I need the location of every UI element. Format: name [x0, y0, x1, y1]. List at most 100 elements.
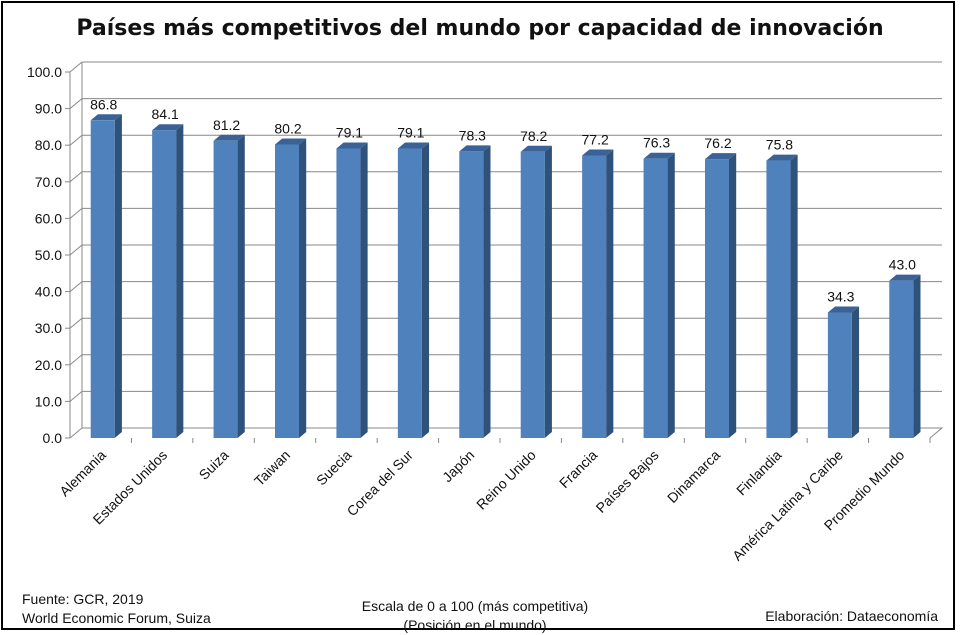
gridline-diag	[69, 244, 83, 256]
data-label: 79.1	[336, 124, 363, 140]
bar-front	[705, 159, 729, 438]
y-tick-label: 70.0	[35, 174, 62, 190]
bar-top	[520, 145, 552, 152]
bar-top	[705, 153, 737, 160]
bar-top	[582, 149, 614, 156]
bar-top	[152, 124, 184, 131]
bar	[705, 153, 737, 438]
bar-front	[459, 151, 484, 438]
x-category-label: Corea del Sur	[344, 447, 417, 520]
data-label: 84.1	[152, 106, 179, 122]
gridline-diag	[69, 354, 83, 366]
bar	[397, 142, 430, 438]
bar	[582, 149, 614, 438]
bar-side	[299, 138, 307, 438]
gridline-diag	[69, 317, 83, 329]
bar-front	[397, 148, 422, 438]
bar-top	[275, 138, 307, 145]
bar-top	[643, 152, 675, 159]
data-label: 76.3	[643, 135, 670, 151]
data-label: 86.8	[90, 96, 117, 112]
bar-front	[213, 140, 238, 439]
bar	[827, 306, 860, 438]
bar-side	[360, 142, 368, 438]
bar-side	[729, 153, 737, 438]
y-tick-label: 90.0	[35, 101, 62, 117]
bar-side	[483, 145, 491, 438]
bar	[152, 124, 184, 438]
bar-front	[275, 144, 299, 438]
gridline-diag	[69, 391, 83, 402]
bar	[213, 134, 245, 439]
bar-front	[90, 120, 115, 438]
bar-front	[152, 130, 177, 438]
bar-side	[606, 149, 614, 438]
bar-top	[459, 145, 491, 152]
x-category-label: Suecia	[313, 447, 355, 489]
data-label: 79.1	[397, 124, 424, 140]
bar	[643, 152, 675, 438]
data-label: 78.2	[520, 128, 547, 144]
bar-side	[667, 152, 675, 438]
data-label: 75.8	[766, 137, 793, 153]
gridline-diag	[69, 208, 83, 219]
bar	[90, 114, 122, 438]
x-category-label: Dinamarca	[664, 447, 723, 506]
x-category-label: Alemania	[56, 447, 109, 500]
y-tick-label: 20.0	[35, 357, 62, 373]
data-label: 80.2	[274, 120, 301, 136]
bar-front	[582, 155, 607, 438]
y-tick-label: 50.0	[35, 247, 62, 263]
bar	[520, 145, 552, 438]
data-label: 76.2	[704, 135, 731, 151]
bar-front	[520, 151, 545, 438]
bar-side	[790, 154, 798, 438]
y-tick-label: 10.0	[35, 393, 62, 409]
x-category-label: Suiza	[196, 447, 232, 483]
floor	[69, 427, 944, 439]
x-category-label: Finlandia	[733, 447, 785, 499]
scale-line-2: (Posición en el mundo)	[403, 617, 547, 633]
bar-side	[114, 114, 122, 438]
scale-line-1: Escala de 0 a 100 (más competitiva)	[361, 598, 589, 614]
credit-note: Elaboración: Dataeconomía	[765, 608, 938, 624]
bar-front	[336, 148, 361, 438]
y-tick-label: 40.0	[35, 284, 62, 300]
bar-front	[643, 158, 668, 438]
bar	[766, 154, 798, 438]
x-category-label: América Latina y Caribe	[729, 447, 846, 564]
x-category-label: Reino Unido	[473, 447, 539, 513]
bar-side	[237, 134, 245, 439]
bar-front	[889, 280, 914, 438]
bar-side	[176, 124, 184, 438]
y-tick-label: 0.0	[43, 430, 63, 446]
axes	[65, 62, 944, 443]
bar-front	[766, 160, 791, 438]
data-label: 43.0	[889, 257, 916, 273]
y-tick-label: 30.0	[35, 320, 62, 336]
x-category-label: Países Bajos	[593, 447, 662, 516]
bar-top	[827, 306, 860, 313]
x-category-label: Francia	[556, 447, 600, 491]
bar	[336, 142, 368, 438]
bar-side	[421, 142, 430, 438]
gridline-diag	[69, 61, 83, 73]
gridline-diag	[69, 171, 83, 183]
data-label: 77.2	[582, 131, 609, 147]
x-category-label: Taiwan	[251, 447, 293, 489]
source-line-2: World Economic Forum, Suiza	[22, 610, 211, 626]
bar-front	[827, 312, 852, 438]
bar-top	[213, 134, 245, 141]
scale-note: Escala de 0 a 100 (más competitiva) (Pos…	[300, 597, 650, 635]
bars	[90, 114, 921, 439]
data-label: 81.2	[213, 117, 240, 133]
data-label: 78.3	[459, 127, 486, 143]
bar	[275, 138, 307, 438]
y-tick-label: 100.0	[27, 64, 62, 80]
bar-top	[397, 142, 430, 149]
x-category-label: Japón	[439, 447, 477, 485]
bar-top	[889, 274, 921, 281]
data-label: 34.3	[827, 288, 854, 304]
gridline-diag	[69, 98, 83, 109]
